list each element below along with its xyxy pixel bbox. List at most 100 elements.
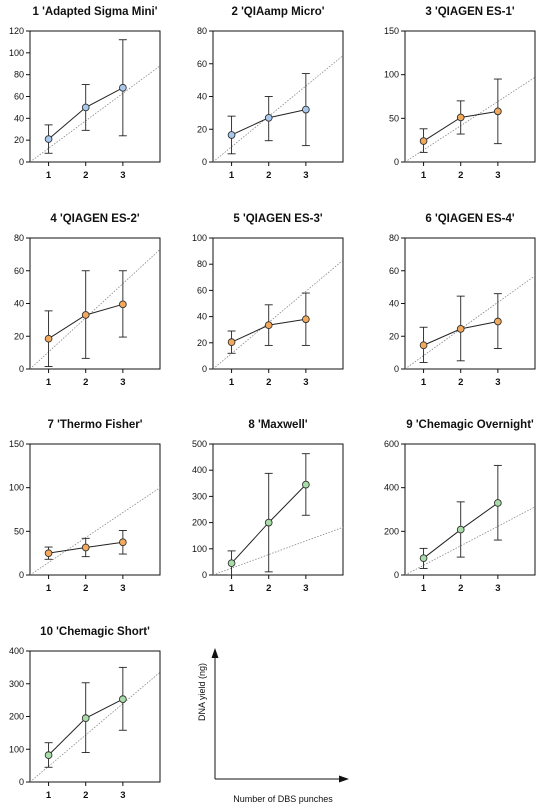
data-point: [119, 83, 127, 92]
data-point: [264, 518, 273, 527]
y-tick-label: 50: [14, 526, 24, 536]
reference-line: [213, 55, 343, 162]
y-tick-label: 80: [14, 233, 24, 243]
x-tick-label: 1: [229, 170, 235, 181]
y-tick-label: 20: [389, 331, 399, 341]
plot-frame: [212, 443, 344, 576]
y-tick-label: 100: [9, 483, 24, 493]
y-tick-label: 40: [197, 312, 207, 322]
data-point: [494, 317, 502, 326]
x-tick-label: 3: [303, 583, 308, 594]
y-tick-label: 300: [192, 491, 207, 501]
reference-line: [30, 487, 160, 575]
x-tick-label: 2: [458, 170, 463, 181]
x-tick-label: 3: [120, 583, 125, 594]
y-tick-label: 60: [197, 285, 207, 295]
x-tick-label: 3: [303, 170, 308, 181]
plot-frame: [29, 237, 161, 370]
chart-panel-7: 7 'Thermo Fisher' 0 50 100 150 1 2 3: [9, 419, 161, 594]
y-tick-label: 100: [192, 544, 207, 554]
y-tick-label: 20: [197, 124, 207, 134]
y-tick-label: 400: [384, 483, 399, 493]
y-tick-label: 0: [19, 570, 24, 580]
y-tick-label: 40: [14, 113, 24, 123]
y-tick-label: 0: [19, 157, 24, 167]
y-tick-label: 600: [384, 439, 399, 449]
data-point: [227, 559, 236, 568]
data-point: [81, 543, 90, 552]
data-point: [227, 131, 236, 139]
y-tick-label: 80: [197, 259, 207, 269]
reference-line: [213, 259, 343, 369]
y-tick-label: 0: [19, 364, 24, 374]
y-tick-label: 20: [14, 331, 24, 341]
data-point: [44, 334, 53, 343]
y-tick-label: 80: [389, 233, 399, 243]
data-point: [119, 300, 127, 309]
data-point: [81, 311, 90, 319]
y-tick-label: 0: [394, 364, 399, 374]
plot-frame: [29, 650, 161, 783]
y-tick-label: 120: [9, 26, 24, 36]
panel-title: 9 'Chemagic Overnight': [406, 419, 534, 431]
x-tick-label: 1: [46, 790, 52, 801]
plot-frame: [404, 30, 536, 163]
y-tick-label: 100: [9, 744, 24, 754]
reference-line: [30, 671, 160, 782]
x-tick-label: 3: [495, 377, 500, 388]
panel-title: 10 'Chemagic Short': [40, 626, 150, 638]
x-tick-label: 3: [120, 170, 125, 181]
axes-legend: DNA yield (ng) Number of DBS punches: [197, 648, 349, 804]
chart-panel-6: 6 'QIAGEN ES-4' 0 20 40 60 80 1 2 3: [389, 213, 536, 388]
y-tick-label: 40: [389, 299, 399, 309]
chart-panel-5: 5 'QIAGEN ES-3' 0 20 40 60 80 100 1 2 3: [192, 213, 344, 388]
reference-line: [30, 65, 160, 162]
y-tick-label: 0: [394, 570, 399, 580]
chart-panel-4: 4 'QIAGEN ES-2' 0 20 40 60 80 1 2 3: [14, 213, 161, 388]
legend-y-label: DNA yield (ng): [197, 663, 207, 721]
y-tick-label: 150: [9, 439, 24, 449]
data-point: [456, 113, 465, 122]
x-tick-label: 2: [266, 583, 271, 594]
reference-line: [405, 275, 535, 369]
x-tick-label: 1: [46, 583, 52, 594]
y-tick-label: 60: [197, 59, 207, 69]
x-tick-label: 2: [83, 377, 88, 388]
y-tick-label: 60: [389, 266, 399, 276]
chart-panel-10: 10 'Chemagic Short' 0 100 200 300 400 1 2 3: [9, 626, 161, 801]
reference-line: [30, 249, 160, 369]
y-tick-label: 100: [192, 233, 207, 243]
x-tick-label: 1: [421, 377, 427, 388]
x-tick-label: 1: [229, 377, 235, 388]
data-point: [494, 107, 502, 116]
data-point: [44, 751, 53, 759]
panel-title: 5 'QIAGEN ES-3': [233, 213, 322, 225]
plot-frame: [404, 443, 536, 576]
y-tick-label: 80: [197, 26, 207, 36]
data-point: [419, 554, 428, 563]
y-tick-label: 200: [9, 712, 24, 722]
x-tick-label: 1: [421, 583, 427, 594]
x-tick-label: 2: [458, 377, 463, 388]
data-point: [44, 135, 53, 143]
data-point: [119, 695, 127, 703]
x-tick-label: 2: [266, 377, 271, 388]
panel-title: 1 'Adapted Sigma Mini': [33, 6, 158, 18]
x-tick-label: 3: [120, 377, 125, 388]
x-tick-label: 1: [46, 170, 52, 181]
y-tick-label: 500: [192, 439, 207, 449]
x-tick-label: 1: [421, 170, 427, 181]
reference-line: [405, 506, 535, 575]
data-point: [302, 315, 310, 324]
data-point: [227, 338, 236, 346]
panel-title: 2 'QIAamp Micro': [231, 6, 324, 18]
data-point: [81, 103, 90, 112]
plot-frame: [212, 30, 344, 163]
legend-x-label: Number of DBS punches: [233, 794, 333, 804]
y-tick-label: 0: [19, 777, 24, 787]
y-tick-label: 100: [384, 70, 399, 80]
arrow-right-icon: [339, 775, 349, 783]
plot-frame: [212, 237, 344, 370]
x-tick-label: 3: [495, 583, 500, 594]
